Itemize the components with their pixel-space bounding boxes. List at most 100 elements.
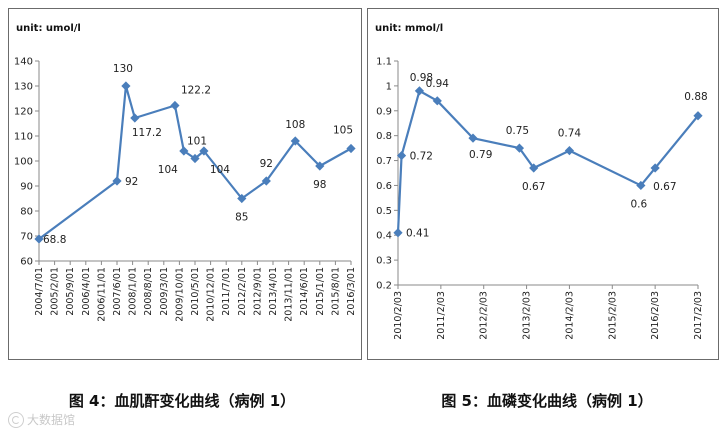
creatinine-data-label: 108 [285, 119, 305, 131]
phosphorus-data-label: 0.6 [631, 198, 648, 210]
creatinine-x-tick-label: 2008/1/01 [128, 267, 139, 316]
creatinine-x-tick-label: 2012/9/01 [252, 267, 263, 316]
phosphorus-y-tick-label: 0.3 [376, 256, 392, 267]
creatinine-x-tick-label: 2005/2/01 [50, 267, 61, 316]
creatinine-y-tick-label: 120 [14, 107, 33, 118]
phosphorus-data-point [414, 86, 425, 96]
phosphorus-y-tick-label: 0.5 [376, 206, 392, 217]
creatinine-data-label: 130 [113, 63, 133, 75]
creatinine-data-point [170, 100, 180, 111]
phosphorus-data-label: 0.75 [506, 125, 529, 137]
phosphorus-data-label: 0.98 [410, 72, 433, 84]
creatinine-data-label: 117.2 [132, 127, 162, 139]
creatinine-data-label: 104 [158, 164, 178, 176]
creatinine-data-point [34, 234, 44, 244]
creatinine-x-tick-label: 2009/10/01 [174, 267, 185, 322]
phosphorus-chart-caption: 图 5：血磷变化曲线（病例 1） [441, 392, 653, 410]
creatinine-data-label: 85 [235, 212, 248, 224]
phosphorus-data-point [636, 180, 646, 191]
creatinine-data-point [237, 193, 247, 204]
phosphorus-x-tick-label: 2011/2/03 [436, 291, 447, 340]
phosphorus-x-tick-label: 2012/2/03 [479, 291, 490, 340]
creatinine-data-point [121, 81, 131, 91]
creatinine-y-tick-label: 100 [14, 157, 33, 168]
creatinine-data-point [199, 146, 209, 156]
creatinine-y-tick-label: 70 [20, 232, 33, 243]
phosphorus-series-line [396, 89, 699, 233]
phosphorus-x-tick-label: 2013/2/03 [522, 291, 533, 340]
creatinine-x-tick-label: 2006/11/01 [96, 267, 107, 322]
phosphorus-data-label: 0.72 [410, 151, 433, 163]
creatinine-data-point [179, 146, 189, 156]
phosphorus-chart-svg: 0.2 0.3 0.4 0.5 0.6 0.7 0.8 0.9 1 1.1 2010/2/03 201… [376, 57, 708, 340]
creatinine-y-tick-label: 90 [20, 182, 33, 193]
phosphorus-data-point [564, 146, 575, 156]
phosphorus-x-tick-label: 2017/2/03 [693, 291, 704, 340]
creatinine-x-tick-label: 2012/2/01 [237, 267, 248, 316]
watermark-text: 大数据馆 [27, 413, 76, 427]
creatinine-x-tick-label: 2014/6/01 [299, 267, 310, 316]
creatinine-data-point [190, 153, 200, 164]
creatinine-x-tick-label: 2015/8/01 [330, 267, 341, 316]
phosphorus-data-point [393, 228, 403, 238]
creatinine-data-label: 68.8 [43, 234, 66, 246]
creatinine-y-tick-label: 60 [20, 257, 33, 268]
creatinine-data-label: 92 [125, 176, 138, 188]
creatinine-data-point [130, 113, 140, 123]
creatinine-x-tick-label: 2010/12/01 [206, 267, 217, 322]
phosphorus-data-label: 0.94 [426, 78, 450, 90]
creatinine-x-tick-label: 2005/9/01 [65, 267, 76, 316]
creatinine-unit-label: unit: umol/l [16, 23, 81, 34]
phosphorus-y-tick-label: 0.9 [376, 106, 392, 117]
creatinine-data-point [315, 161, 325, 171]
phosphorus-y-tick-label: 0.6 [376, 181, 392, 192]
creatinine-x-tick-label: 2011/7/01 [221, 267, 232, 316]
creatinine-y-tick-label: 130 [14, 82, 33, 93]
phosphorus-data-point [529, 163, 539, 173]
phosphorus-chart-panel: unit: mmol/l 0.2 0.3 0.4 0.5 0.6 0.7 0.8 0.9 1 1.… [367, 8, 719, 360]
creatinine-x-tick-label: 2007/6/01 [112, 267, 123, 316]
phosphorus-data-label: 0.67 [653, 181, 676, 193]
watermark-logo-icon [8, 411, 24, 428]
creatinine-x-tick-label: 2013/11/01 [284, 267, 295, 322]
phosphorus-y-tick-label: 0.4 [376, 231, 392, 242]
creatinine-chart-panel: unit: umol/l 60 70 80 90 100 110 120 130 140 2004… [8, 8, 362, 360]
creatinine-data-label: 105 [333, 125, 353, 137]
creatinine-chart-caption: 图 4：血肌酐变化曲线（病例 1） [68, 392, 296, 410]
phosphorus-data-label: 0.79 [469, 149, 492, 161]
creatinine-data-point [112, 176, 122, 186]
creatinine-data-point [346, 143, 356, 154]
phosphorus-x-tick-label: 2016/2/03 [650, 291, 661, 340]
phosphorus-x-tick-label: 2015/2/03 [607, 291, 618, 340]
creatinine-data-label: 104 [210, 164, 230, 176]
creatinine-data-label: 101 [187, 136, 207, 148]
creatinine-data-label: 98 [313, 179, 326, 191]
creatinine-data-point [290, 136, 300, 146]
creatinine-x-tick-label: 2004/7/01 [34, 267, 45, 316]
creatinine-x-tick-label: 2013/4/01 [268, 267, 279, 316]
creatinine-data-point [261, 176, 271, 186]
watermark: 大数据馆 [8, 411, 75, 428]
creatinine-data-label: 92 [260, 158, 273, 170]
creatinine-y-tick-label: 110 [14, 132, 33, 143]
phosphorus-y-tick-label: 0.8 [376, 131, 392, 142]
phosphorus-data-label: 0.67 [522, 181, 545, 193]
creatinine-x-tick-label: 2009/3/01 [159, 267, 170, 316]
phosphorus-data-point [693, 111, 703, 121]
phosphorus-data-point [468, 133, 478, 143]
phosphorus-data-label: 0.88 [684, 91, 707, 103]
phosphorus-y-tick-label: 0.2 [376, 281, 392, 292]
phosphorus-x-tick-label: 2014/2/03 [564, 291, 575, 340]
creatinine-x-tick-label: 2016/3/01 [346, 267, 357, 316]
phosphorus-unit-label: unit: mmol/l [375, 23, 444, 34]
creatinine-y-tick-label: 80 [20, 207, 33, 218]
phosphorus-y-tick-label: 1 [386, 81, 392, 92]
creatinine-data-label: 122.2 [181, 85, 211, 97]
creatinine-y-tick-label: 140 [14, 57, 33, 68]
creatinine-x-tick-label: 2010/5/01 [190, 267, 201, 316]
phosphorus-data-label: 0.74 [558, 128, 582, 140]
phosphorus-x-tick-label: 2010/2/03 [393, 291, 404, 340]
creatinine-x-tick-label: 2015/1/01 [315, 267, 326, 316]
phosphorus-data-label: 0.41 [406, 228, 429, 240]
creatinine-x-tick-label: 2008/8/01 [143, 267, 154, 316]
